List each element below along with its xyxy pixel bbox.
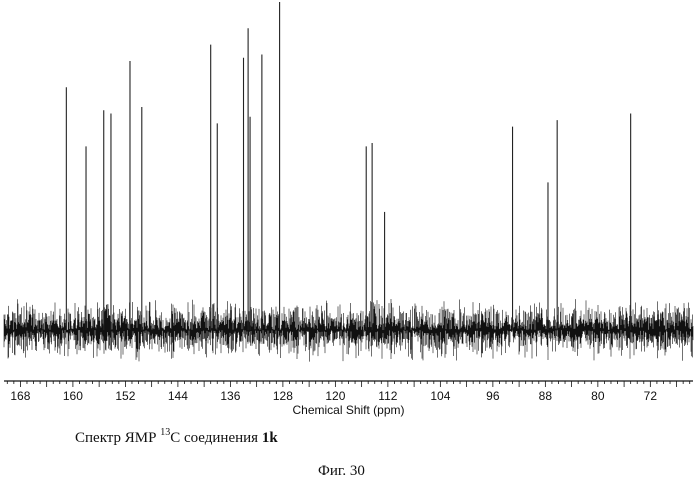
x-axis-ticks: 168 160 152 144 136 128 120 112 104 96 88 80 72 [7, 381, 689, 403]
x-tick-label: 168 [10, 389, 30, 403]
baseline-noise [4, 299, 693, 362]
x-tick-label: 128 [273, 389, 293, 403]
caption-middle: C соединения [170, 430, 262, 446]
figure-caption: Спектр ЯМР 13C соединения 1k [75, 428, 278, 447]
figure-label: Фиг. 30 [318, 463, 365, 480]
x-axis-title: Chemical Shift (ppm) [292, 403, 404, 417]
caption-compound: 1k [262, 430, 278, 446]
x-tick-label: 152 [115, 389, 135, 403]
x-tick-label: 160 [63, 389, 83, 403]
nmr-spectrum-chart: 168 160 152 144 136 128 120 112 104 96 88 80 72 Chem… [0, 0, 699, 425]
x-tick-label: 96 [486, 389, 500, 403]
x-tick-label: 112 [378, 389, 397, 403]
x-tick-label: 120 [325, 389, 345, 403]
x-tick-label: 104 [430, 389, 450, 403]
x-tick-label: 88 [539, 389, 553, 403]
x-tick-label: 80 [591, 389, 605, 403]
peaks [66, 2, 630, 330]
x-tick-label: 144 [168, 389, 188, 403]
caption-prefix: Спектр ЯМР [75, 430, 160, 446]
x-tick-label: 136 [220, 389, 240, 403]
x-tick-label: 72 [644, 389, 658, 403]
caption-isotope: 13 [160, 427, 170, 438]
